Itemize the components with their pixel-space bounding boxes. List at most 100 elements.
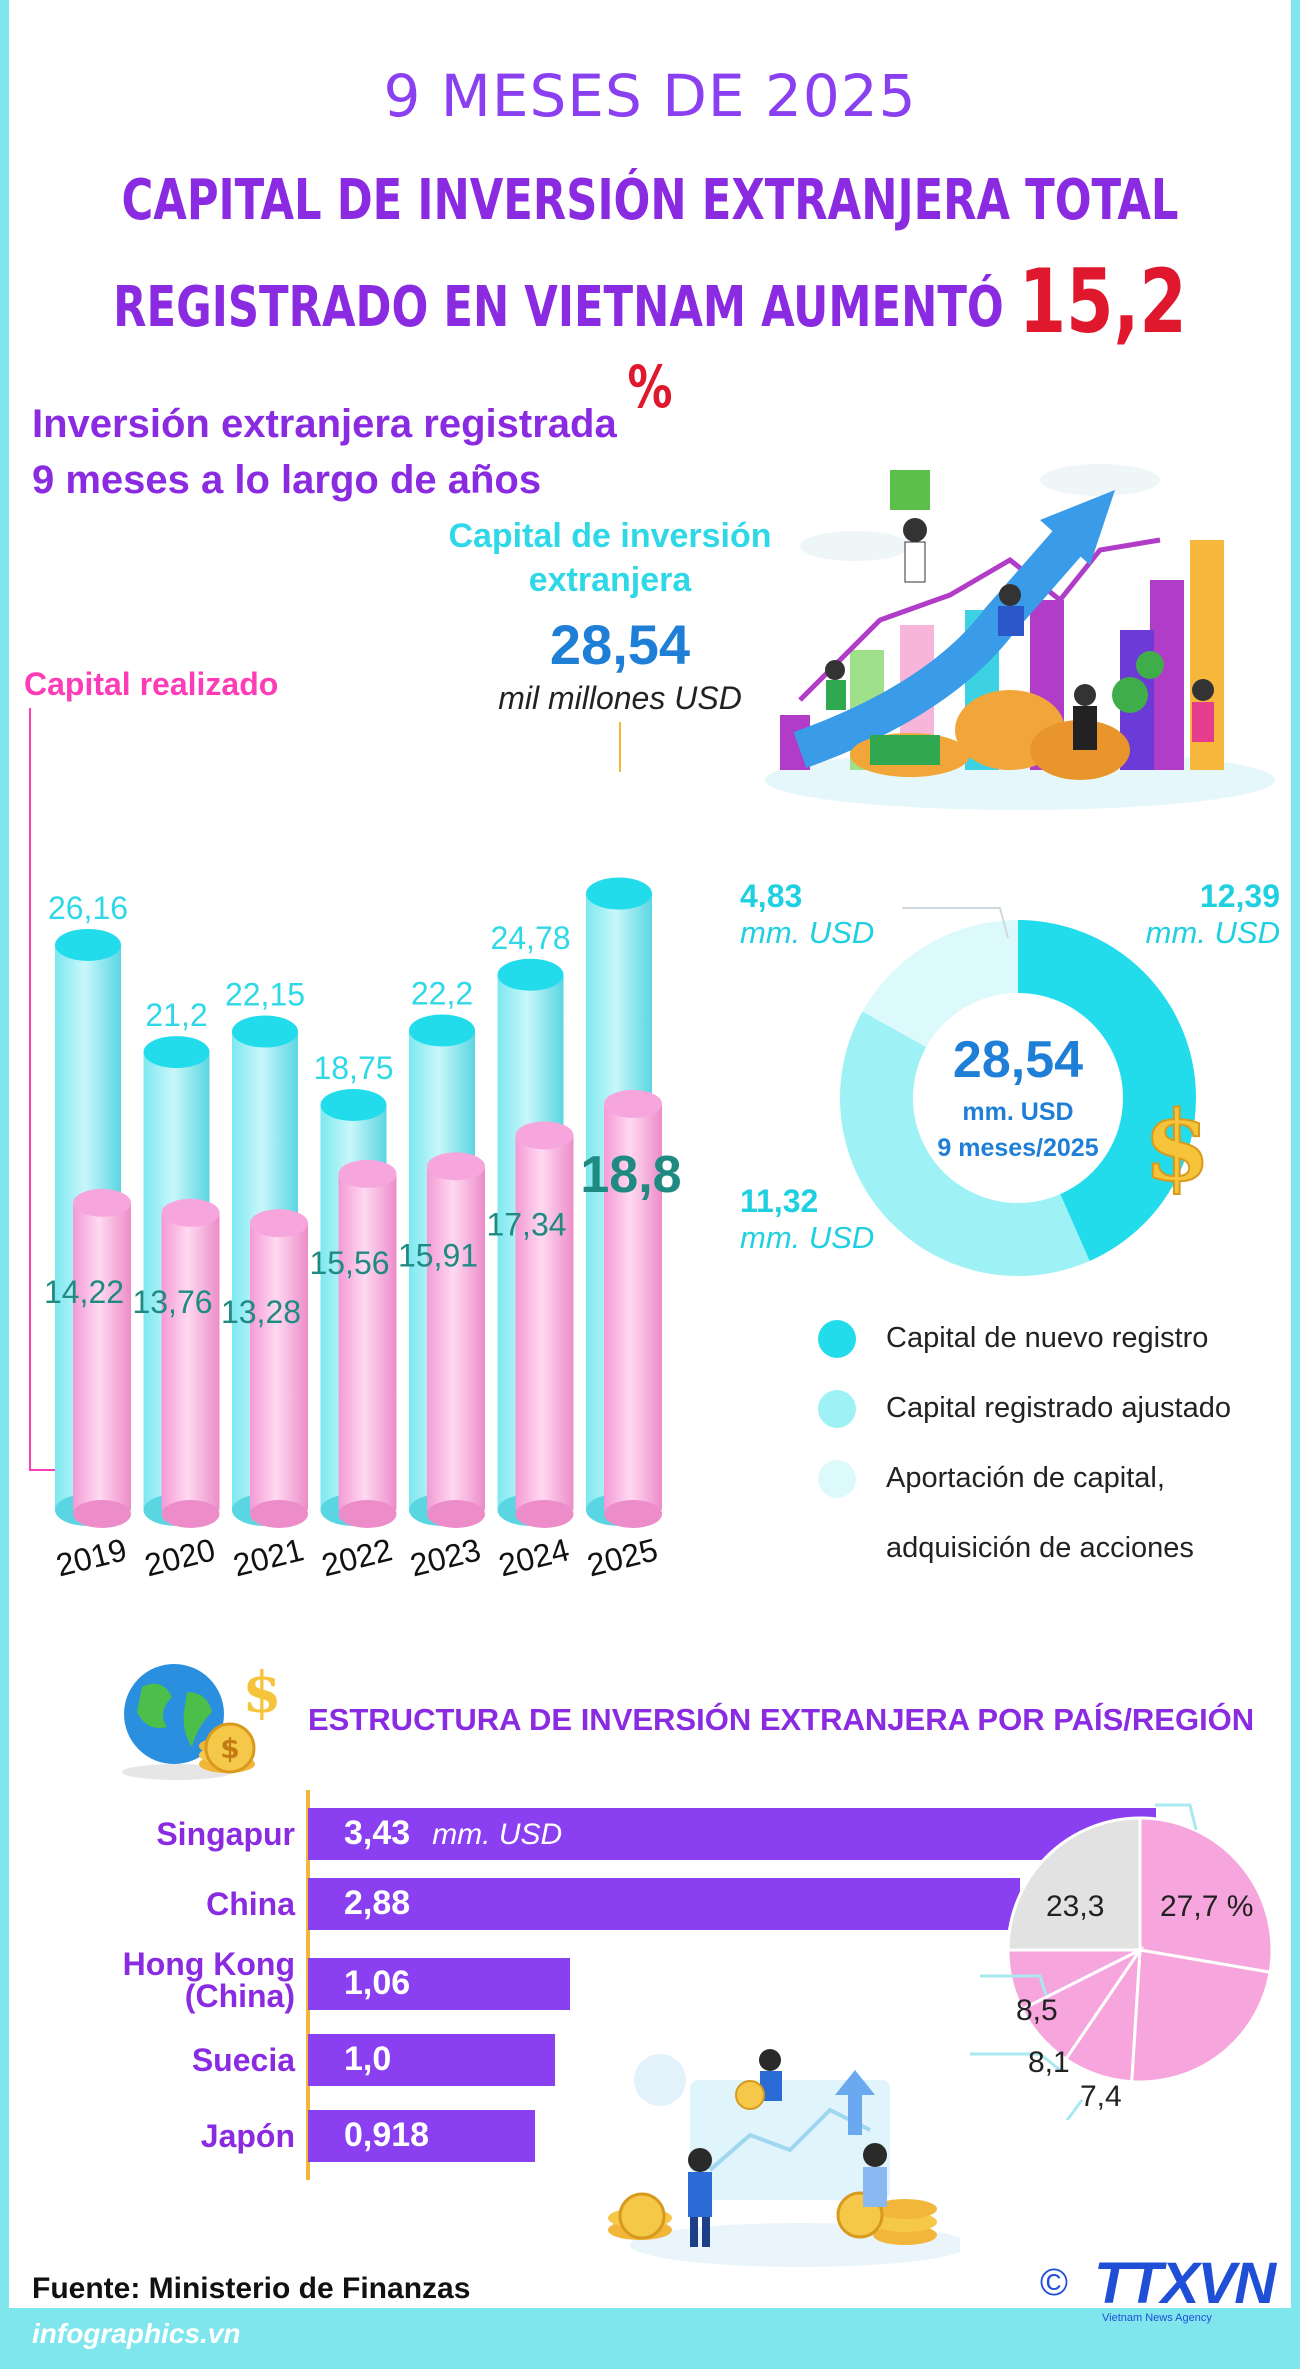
realized-capital-bar-base <box>427 1500 485 1528</box>
pie-label-singapore: 27,7 % <box>1160 1890 1254 1923</box>
foreign-capital-bar-top <box>586 877 652 910</box>
foreign-capital-bar-top <box>143 1036 210 1069</box>
foreign-capital-bar-top <box>497 958 564 991</box>
legend-item-new: Capital de nuevo registro <box>818 1318 1288 1362</box>
country-name-line: (China) <box>184 1978 295 2014</box>
realized-capital-bar-top <box>73 1188 131 1217</box>
period-title: 9 MESES DE 2025 <box>383 62 917 130</box>
year-label: 2022 <box>318 1531 396 1583</box>
country-bar-value: 3,43 mm. USD <box>344 1814 562 1853</box>
foreign-label-line1: Capital de inversión <box>448 517 772 555</box>
total-value: 28,54 <box>549 613 691 676</box>
country-name-line: Singapur <box>156 1816 295 1852</box>
country-bar <box>308 2110 535 2162</box>
donut-center-value: 28,54 <box>952 1031 1084 1089</box>
foreign-value-label: 18,75 <box>313 1050 393 1086</box>
donut-center-unit: mm. USD <box>962 1098 1074 1126</box>
growth-highlight: 15,2 <box>1018 250 1187 353</box>
country-name: Hong Kong (China) <box>5 1948 295 2012</box>
title-text: REGISTRADO EN VIETNAM AUMENTÓ <box>113 275 1004 340</box>
foreign-label-line2: extranjera <box>528 561 692 599</box>
country-value-text: 0,918 <box>344 2116 430 2154</box>
country-name: Singapur <box>5 1818 295 1850</box>
source-note: Fuente: Ministerio de Finanzas <box>32 2272 471 2305</box>
donut-adjusted-unit: mm. USD <box>740 1220 875 1255</box>
realized-capital-bar <box>338 1173 397 1510</box>
legend-swatch <box>818 1460 856 1498</box>
country-name: China <box>5 1888 295 1920</box>
legend-label: Capital de nuevo registro <box>886 1322 1209 1354</box>
legend-label-line2: adquisición de acciones <box>886 1532 1194 1564</box>
capital-structure-donut <box>840 920 1196 1276</box>
donut-leader-line <box>902 907 1009 939</box>
svg-text:$: $ <box>243 1660 282 1726</box>
donut-label-new: 12,39 mm. USD <box>1145 878 1280 951</box>
pie-slice-other <box>1006 1816 1142 1952</box>
pie-slice-singapore <box>1138 1816 1274 1975</box>
legend-item-contribution: Aportación de capital, adquisición de ac… <box>818 1458 1288 1572</box>
dollar-icon: $ <box>1143 1098 1212 1198</box>
foreign-capital-label: Capital de inversión extranjera <box>420 514 800 602</box>
country-name: Japón <box>5 2120 295 2152</box>
country-value-text: 2,88 <box>344 1884 411 1922</box>
country-bar <box>308 2034 555 2086</box>
pie-label-hongkong: 8,5 <box>1016 1994 1058 2027</box>
ttxvn-logo-subtitle: Vietnam News Agency <box>1102 2312 1212 2324</box>
svg-text:$: $ <box>1144 1098 1211 1198</box>
year-label: 2021 <box>229 1531 307 1583</box>
footer-bar <box>0 2308 1300 2360</box>
copyright-symbol: © <box>1040 2262 1068 2304</box>
realized-capital-label: Capital realizado <box>24 666 279 702</box>
donut-new-value: 12,39 <box>1199 878 1280 914</box>
year-label: 2020 <box>141 1531 219 1583</box>
realized-capital-bar-top <box>250 1209 308 1238</box>
realized-capital-bar-base <box>515 1500 574 1528</box>
donut-adjusted-value: 11,32 <box>740 1183 819 1219</box>
realized-capital-bar-top <box>427 1152 485 1181</box>
subtitle-line2: 9 meses a lo largo de años <box>32 458 542 502</box>
country-share-pie <box>1006 1816 1274 2084</box>
country-value-text: 3,43 <box>344 1814 411 1852</box>
donut-contribution-value: 4,83 <box>740 878 803 914</box>
foreign-value-label: 26,16 <box>48 890 128 926</box>
legend-swatch <box>818 1320 856 1358</box>
legend-swatch <box>818 1390 856 1428</box>
pie-label-japan: 7,4 <box>1080 2080 1122 2113</box>
realized-value-label: 14,22 <box>44 1274 124 1310</box>
yearly-investment-chart: 26,16 14,22 2019 21,2 13,76 2020 22,15 13,28 202… <box>29 708 682 1583</box>
donut-legend: Capital de nuevo registro Capital regist… <box>818 1318 1288 1598</box>
realized-capital-bar <box>604 1103 662 1510</box>
country-name-line: Japón <box>200 2118 295 2154</box>
country-name-line: Suecia <box>191 2042 295 2078</box>
country-value-text: 1,06 <box>344 1964 411 2002</box>
donut-center-period: 9 meses/2025 <box>937 1134 1099 1162</box>
country-bar-value: 1,0 <box>344 2040 391 2079</box>
legend-item-adjusted: Capital registrado ajustado <box>818 1388 1288 1432</box>
main-title-line2: REGISTRADO EN VIETNAM AUMENTÓ 15,2 % <box>91 250 1209 421</box>
donut-label-adjusted: 11,32 mm. USD <box>740 1183 874 1256</box>
year-label: 2019 <box>52 1531 130 1583</box>
country-bar <box>308 1958 570 2010</box>
donut-contribution-unit: mm. USD <box>740 915 875 950</box>
country-name-line: Hong Kong <box>122 1946 295 1982</box>
realized-capital-bar <box>515 1135 574 1510</box>
pie-slice-china <box>1130 1948 1272 2084</box>
country-bar <box>308 1878 1020 1930</box>
realized-capital-bar <box>250 1223 308 1510</box>
foreign-capital-bar-top <box>232 1015 298 1048</box>
realized-capital-bar-top <box>161 1198 220 1227</box>
foreign-value-label: 24,78 <box>490 920 570 956</box>
country-value-text: 1,0 <box>344 2040 392 2078</box>
realized-capital-bar <box>427 1166 485 1510</box>
year-label: 2024 <box>495 1531 573 1583</box>
country-bar-value: 2,88 <box>344 1884 410 1923</box>
business-illustration <box>608 2049 960 2267</box>
year-label: 2025 <box>583 1531 661 1583</box>
foreign-value-label: 22,15 <box>225 977 305 1013</box>
section2-title: ESTRUCTURA DE INVERSIÓN EXTRANJERA POR P… <box>308 1702 1255 1737</box>
footer-site[interactable]: infographics.vn <box>32 2318 241 2349</box>
main-title-line1: CAPITAL DE INVERSIÓN EXTRANJERA TOTAL <box>121 168 1179 233</box>
growth-percent: % <box>627 353 673 421</box>
legend-label-line1: Aportación de capital, <box>886 1462 1165 1494</box>
realized-value-label: 13,28 <box>221 1294 301 1330</box>
